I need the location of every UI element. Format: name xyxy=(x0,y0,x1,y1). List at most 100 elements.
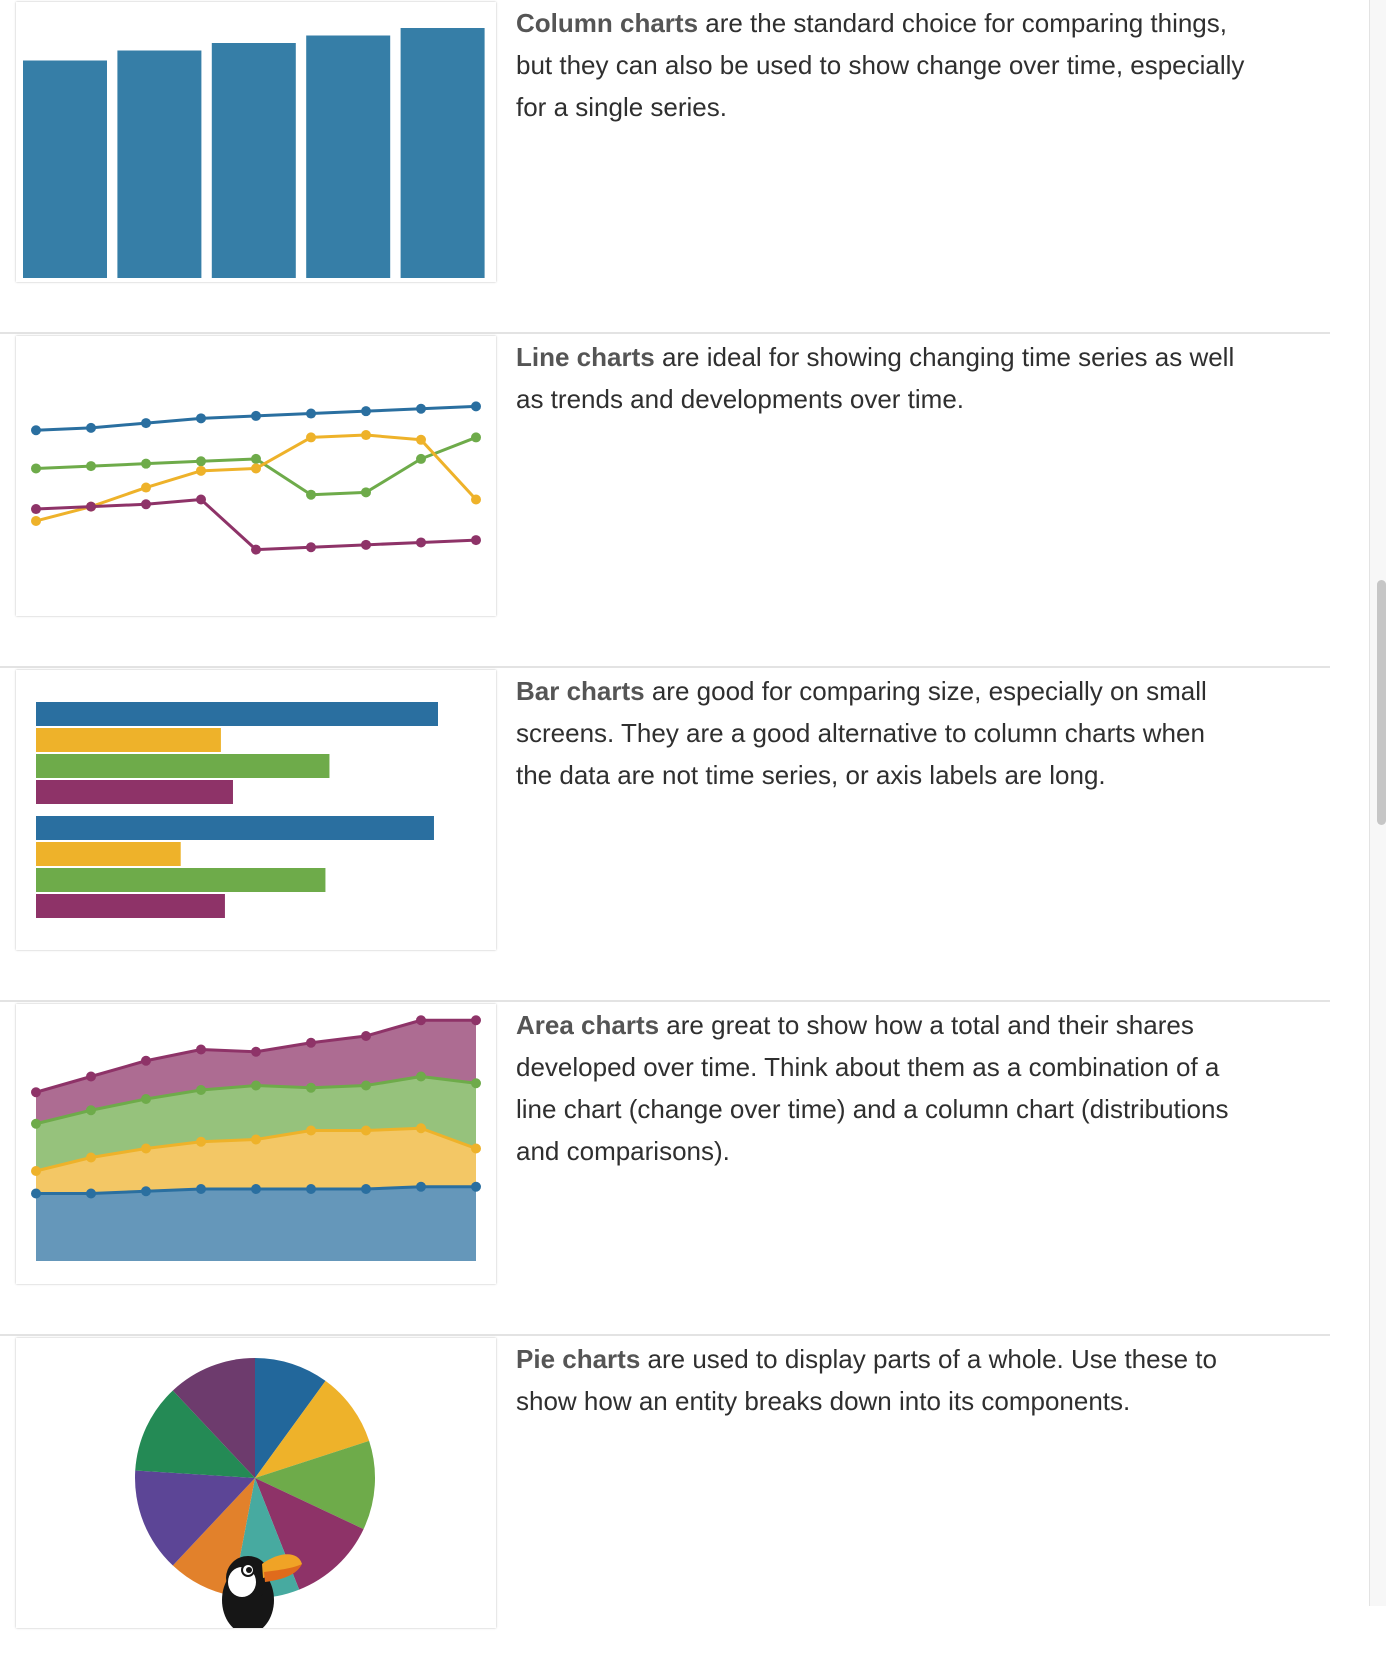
horizontal-bar xyxy=(36,842,181,866)
divider xyxy=(0,1334,1330,1336)
divider xyxy=(0,1000,1330,1002)
area-point xyxy=(416,1071,426,1082)
area-point xyxy=(86,1188,96,1199)
area-point xyxy=(306,1082,316,1093)
area-point xyxy=(31,1188,41,1199)
area-chart-text: are great to show how a total and their … xyxy=(516,1010,1229,1166)
area-point xyxy=(416,1123,426,1134)
area-point xyxy=(251,1134,261,1145)
line-point xyxy=(251,463,261,474)
pie-slice xyxy=(255,1380,370,1478)
line-point xyxy=(31,515,41,526)
area-chart-description: Area charts are great to show how a tota… xyxy=(516,1004,1246,1172)
line-point xyxy=(251,410,261,421)
pie-slice xyxy=(255,1358,326,1478)
area-point xyxy=(361,1184,371,1194)
area-point xyxy=(361,1080,371,1091)
area-point xyxy=(141,1143,151,1154)
area-band xyxy=(36,1128,476,1194)
column-bar xyxy=(211,43,296,278)
line-point xyxy=(361,430,371,441)
line-point xyxy=(196,465,206,476)
horizontal-bar xyxy=(36,754,330,778)
area-point xyxy=(361,1125,371,1136)
area-band xyxy=(36,1186,476,1261)
line-chart-title: Line charts xyxy=(516,342,655,372)
pie-chart-section: Pie charts are used to display parts of … xyxy=(0,1336,1330,1670)
bar-chart-description: Bar charts are good for comparing size, … xyxy=(516,670,1246,796)
horizontal-bar xyxy=(36,894,225,918)
line-point xyxy=(306,432,316,443)
column-chart-thumbnail[interactable] xyxy=(16,2,496,282)
area-point xyxy=(251,1046,261,1057)
area-point xyxy=(416,1181,426,1192)
area-point xyxy=(306,1037,316,1048)
area-point xyxy=(31,1087,41,1098)
area-point xyxy=(251,1184,261,1194)
area-point xyxy=(361,1031,371,1041)
area-point xyxy=(31,1118,41,1129)
area-point xyxy=(416,1015,426,1026)
line-point xyxy=(31,425,41,436)
area-point xyxy=(31,1166,41,1176)
area-point xyxy=(141,1055,151,1066)
line-point xyxy=(141,482,151,493)
line-chart-text: are ideal for showing changing time seri… xyxy=(516,342,1235,414)
pie-slice xyxy=(255,1478,364,1590)
pie-slice xyxy=(255,1440,376,1530)
area-point xyxy=(196,1184,206,1194)
line-point xyxy=(31,504,41,515)
area-point xyxy=(196,1085,206,1095)
area-point xyxy=(196,1136,206,1147)
divider xyxy=(0,666,1330,668)
column-bar xyxy=(400,28,485,278)
line-point xyxy=(416,453,426,464)
divider xyxy=(0,332,1330,334)
line-chart-section: Line charts are ideal for showing changi… xyxy=(0,334,1330,668)
line-chart-description: Line charts are ideal for showing changi… xyxy=(516,336,1246,420)
line-point xyxy=(31,463,41,474)
horizontal-bar xyxy=(36,780,233,804)
line-point xyxy=(141,418,151,429)
line-point xyxy=(196,456,206,467)
column-chart-text: are the standard choice for comparing th… xyxy=(516,8,1245,122)
horizontal-bar xyxy=(36,728,221,752)
bar-chart-icon xyxy=(36,702,438,918)
area-point xyxy=(471,1181,481,1192)
line-chart-icon xyxy=(31,401,481,555)
area-point xyxy=(141,1186,151,1197)
column-chart-title: Column charts xyxy=(516,8,699,38)
area-point xyxy=(306,1184,316,1194)
bar-chart-title: Bar charts xyxy=(516,676,645,706)
toucan-beak-lower xyxy=(264,1564,302,1582)
line-point xyxy=(86,422,96,433)
line-point xyxy=(251,453,261,464)
column-chart-section: Column charts are the standard choice fo… xyxy=(0,0,1330,334)
area-point xyxy=(471,1078,481,1089)
area-point xyxy=(86,1071,96,1082)
pie-chart-thumbnail[interactable] xyxy=(16,1338,496,1628)
line-point xyxy=(141,499,151,510)
horizontal-bar xyxy=(36,702,438,726)
area-point xyxy=(251,1080,261,1091)
line-chart-thumbnail[interactable] xyxy=(16,336,496,616)
area-point xyxy=(86,1152,96,1163)
bar-chart-section: Bar charts are good for comparing size, … xyxy=(0,668,1330,1002)
bar-chart-thumbnail[interactable] xyxy=(16,670,496,950)
area-point xyxy=(196,1044,206,1055)
line-point xyxy=(306,489,316,500)
pie-slice xyxy=(135,1470,255,1566)
line-point xyxy=(306,408,316,419)
area-chart-icon xyxy=(31,1015,481,1261)
pie-chart-description: Pie charts are used to display parts of … xyxy=(516,1338,1246,1422)
column-bar xyxy=(23,60,107,278)
area-chart-thumbnail[interactable] xyxy=(16,1004,496,1284)
scrollbar-thumb[interactable] xyxy=(1377,580,1386,825)
toucan-pupil xyxy=(246,1567,252,1573)
line-point xyxy=(141,458,151,469)
pie-chart-title: Pie charts xyxy=(516,1344,641,1374)
area-chart-section: Area charts are great to show how a tota… xyxy=(0,1002,1330,1336)
horizontal-bar xyxy=(36,868,326,892)
area-point xyxy=(306,1125,316,1136)
line-point xyxy=(361,539,371,550)
